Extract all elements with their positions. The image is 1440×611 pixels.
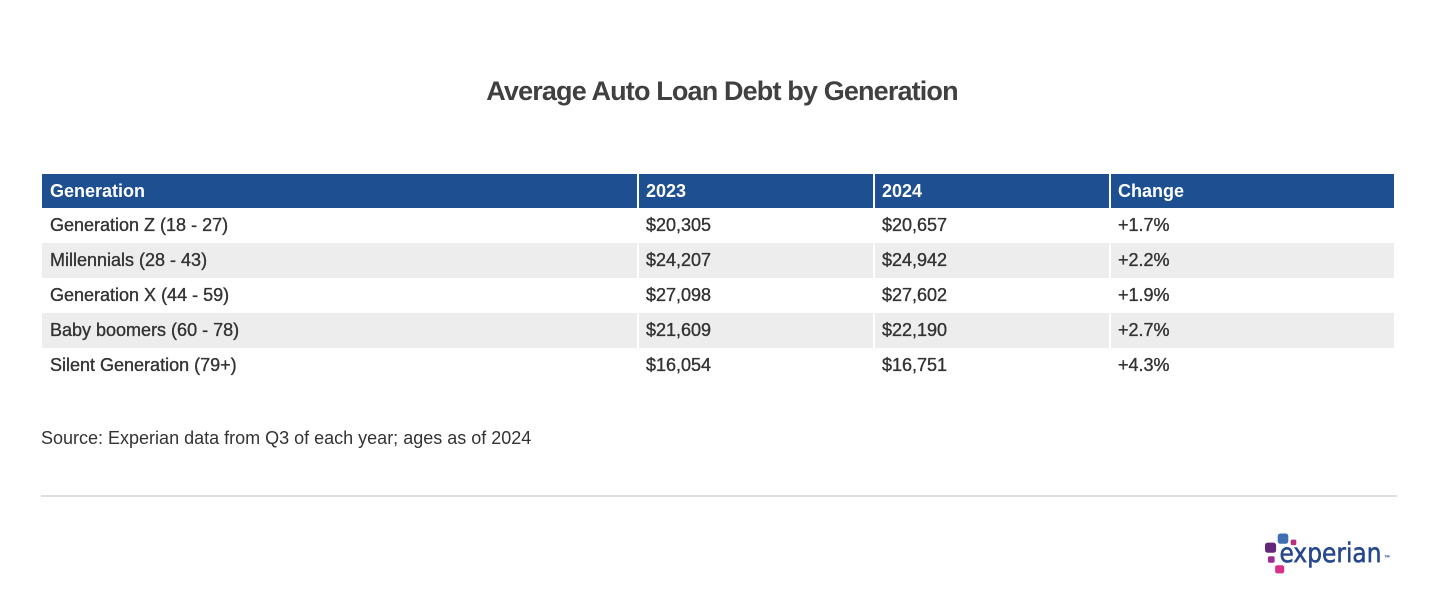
cell-2024: $20,657 <box>873 208 1109 243</box>
logo-square-magenta <box>1290 539 1297 546</box>
cell-change: +2.7% <box>1109 313 1394 348</box>
experian-logo-graphic: experian ™ <box>1265 533 1391 574</box>
chart-title: Average Auto Loan Debt by Generation <box>486 76 958 106</box>
logo-square-blue <box>1277 533 1289 544</box>
logo-wordmark: experian <box>1280 538 1382 569</box>
table-row: Generation X (44 - 59) $27,098 $27,602 +… <box>42 278 1394 313</box>
column-header-generation: Generation <box>42 174 637 208</box>
cell-generation: Generation X (44 - 59) <box>50 285 230 305</box>
auto-loan-debt-table: Generation 2023 2024 Change Generation Z… <box>42 174 1394 383</box>
cell-2023: $16,054 <box>637 348 873 383</box>
column-header-2024: 2024 <box>873 174 1109 208</box>
logo-square-pink <box>1275 565 1285 574</box>
cell-2024: $22,190 <box>873 313 1109 348</box>
cell-2024: $27,602 <box>873 278 1109 313</box>
cell-2023: $27,098 <box>637 278 873 313</box>
logo-trademark: ™ <box>1384 555 1391 563</box>
cell-2023: $24,207 <box>637 243 873 278</box>
logo-square-violet <box>1268 556 1275 563</box>
table-row: Millennials (28 - 43) $24,207 $24,942 +2… <box>42 243 1394 278</box>
cell-change: +2.2% <box>1109 243 1394 278</box>
cell-change: +1.9% <box>1109 278 1394 313</box>
column-header-2023: 2023 <box>637 174 873 208</box>
table-row: Silent Generation (79+) $16,054 $16,751 … <box>42 348 1394 383</box>
cell-generation: Generation Z (18 - 27) <box>50 215 229 235</box>
source-note: Source: Experian data from Q3 of each ye… <box>41 428 532 448</box>
cell-2024: $24,942 <box>873 243 1109 278</box>
table-header-row: Generation 2023 2024 Change <box>42 174 1394 208</box>
experian-logo: experian ™ <box>1262 529 1392 576</box>
table-row: Baby boomers (60 - 78) $21,609 $22,190 +… <box>42 313 1394 348</box>
cell-2024: $16,751 <box>873 348 1109 383</box>
footer-divider <box>41 495 1397 497</box>
cell-generation: Silent Generation (79+) <box>50 355 237 375</box>
cell-change: +1.7% <box>1109 208 1394 243</box>
cell-2023: $20,305 <box>637 208 873 243</box>
cell-generation: Baby boomers (60 - 78) <box>50 320 240 340</box>
logo-square-dark-purple <box>1265 542 1277 553</box>
cell-2023: $21,609 <box>637 313 873 348</box>
table-row: Generation Z (18 - 27) $20,305 $20,657 +… <box>42 208 1394 243</box>
cell-change: +4.3% <box>1109 348 1394 383</box>
cell-generation: Millennials (28 - 43) <box>50 250 208 270</box>
column-header-change: Change <box>1109 174 1394 208</box>
